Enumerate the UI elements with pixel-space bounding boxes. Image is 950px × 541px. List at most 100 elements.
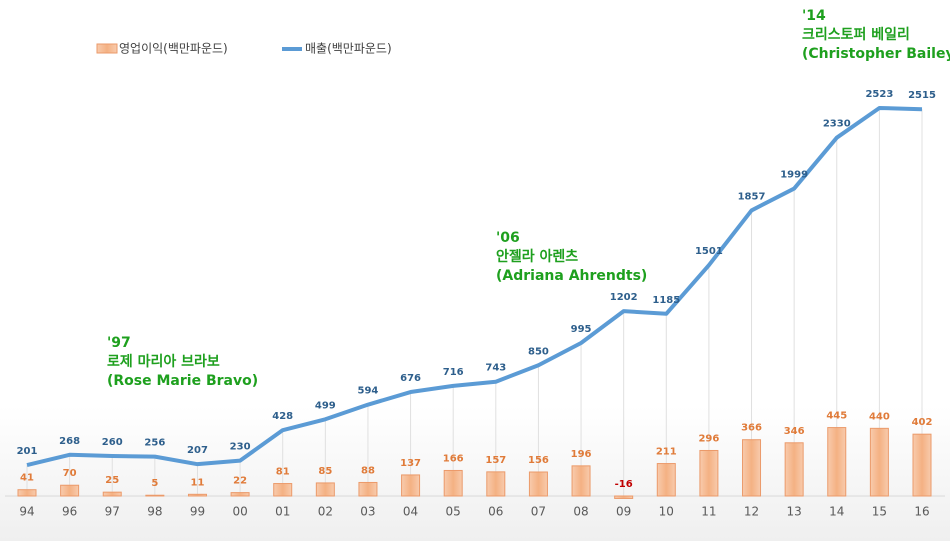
bar-value-label: 445 [826, 411, 847, 422]
bar-value-label: 85 [318, 466, 332, 477]
bar [528, 471, 548, 497]
line-value-label: 743 [485, 363, 506, 374]
bar-value-label: 366 [741, 423, 762, 434]
annotation: 크리스토퍼 베일리 [802, 27, 910, 43]
bar-value-label: 296 [698, 433, 719, 444]
x-tick-label: 12 [744, 505, 759, 519]
x-tick-label: 94 [19, 505, 34, 519]
x-tick-label: 97 [105, 505, 120, 519]
line-value-label: 1999 [780, 170, 808, 181]
bar [699, 449, 719, 497]
bar-value-label: 166 [443, 453, 464, 464]
x-tick-label: 01 [275, 505, 290, 519]
annotation: (Adriana Ahrendts) [496, 268, 647, 284]
line-value-label: 499 [315, 400, 336, 411]
annotation: (Rose Marie Bravo) [107, 373, 258, 389]
bar [401, 474, 421, 497]
bar [486, 471, 506, 497]
bar-value-label: 22 [233, 476, 247, 487]
x-tick-label: 10 [659, 505, 674, 519]
bar [571, 465, 591, 497]
x-tick-label: 14 [829, 505, 844, 519]
x-tick-label: 06 [488, 505, 503, 519]
bar [827, 427, 847, 497]
line-value-label: 260 [102, 437, 123, 448]
line-value-label: 594 [358, 386, 379, 397]
line-value-label: 2515 [908, 90, 936, 101]
line-value-label: 268 [59, 436, 80, 447]
x-tick-label: 13 [787, 505, 802, 519]
bar-value-label: 25 [105, 475, 119, 486]
bar [273, 483, 293, 497]
annotation: (Christopher Bailey [802, 46, 950, 62]
x-tick-label: 00 [232, 505, 247, 519]
x-tick-label: 05 [446, 505, 461, 519]
x-tick-label: 96 [62, 505, 77, 519]
bar [230, 492, 250, 497]
bar [614, 495, 634, 499]
bar-value-label: 211 [656, 447, 677, 458]
line-value-label: 676 [400, 373, 421, 384]
bar-value-label: -16 [615, 479, 633, 490]
line-value-label: 207 [187, 445, 208, 456]
bar-value-label: 196 [571, 449, 592, 460]
annotation: 안젤라 아렌츠 [496, 248, 578, 265]
bar-value-label: 5 [151, 478, 158, 489]
line-value-label: 256 [144, 438, 165, 449]
line-value-label: 850 [528, 346, 549, 357]
bar-value-label: 440 [869, 411, 890, 422]
legend-label: 매출(백만파운드) [305, 42, 392, 56]
bar [187, 493, 207, 497]
line-value-label: 230 [230, 442, 251, 453]
line-value-label: 716 [443, 367, 464, 378]
annotation: '06 [496, 230, 520, 246]
revenue-line [26, 106, 923, 468]
bar-value-label: 88 [361, 465, 375, 476]
x-tick-label: 09 [616, 505, 631, 519]
annotation: '14 [802, 8, 826, 24]
bar [784, 442, 804, 497]
bar-value-label: 402 [912, 417, 933, 428]
line-value-label: 2523 [865, 89, 893, 100]
bar [742, 439, 762, 497]
line-value-label: 1185 [652, 295, 680, 306]
line-value-label: 995 [571, 324, 592, 335]
line-value-label: 1857 [738, 191, 766, 202]
x-tick-label: 98 [147, 505, 162, 519]
bar-value-label: 81 [276, 467, 290, 478]
bar-value-label: 11 [191, 477, 205, 488]
bar [17, 489, 37, 497]
line-value-label: 1202 [610, 292, 638, 303]
x-tick-label: 03 [360, 505, 375, 519]
annotation: 로제 마리아 브라보 [107, 353, 220, 370]
x-tick-label: 11 [701, 505, 716, 519]
bar [869, 427, 889, 497]
x-tick-label: 04 [403, 505, 418, 519]
x-tick-label: 07 [531, 505, 546, 519]
line-value-label: 201 [17, 446, 38, 457]
x-tick-label: 15 [872, 505, 887, 519]
x-tick-label: 99 [190, 505, 205, 519]
bar-value-label: 70 [63, 468, 77, 479]
bar-value-label: 137 [400, 458, 421, 469]
bar [912, 433, 932, 497]
bar [145, 494, 165, 497]
line-value-label: 428 [272, 411, 293, 422]
x-tick-label: 08 [573, 505, 588, 519]
legend-label: 영업이익(백만파운드) [119, 42, 228, 56]
bar-value-label: 346 [784, 426, 805, 437]
bar [315, 482, 335, 497]
line-value-label: 1501 [695, 246, 723, 257]
bar-value-label: 156 [528, 455, 549, 466]
bar [60, 484, 80, 497]
legend-swatch [96, 43, 118, 54]
line-value-label: 2330 [823, 119, 851, 130]
annotation: '97 [107, 335, 131, 351]
bar [656, 463, 676, 497]
x-tick-label: 02 [318, 505, 333, 519]
bar-value-label: 41 [20, 473, 34, 484]
bar [102, 491, 122, 497]
bar [443, 469, 463, 497]
